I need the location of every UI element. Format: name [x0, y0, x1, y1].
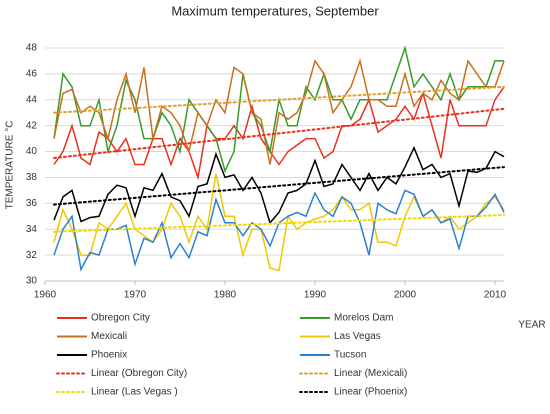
y-tick-label: 34 — [26, 224, 38, 235]
y-tick-label: 46 — [26, 69, 38, 80]
legend-label: Phoenix — [91, 350, 127, 361]
y-tick-label: 42 — [26, 120, 38, 131]
x-tick-label: 1970 — [124, 290, 147, 301]
y-tick-label: 30 — [26, 276, 38, 287]
x-tick-label: 1980 — [214, 290, 237, 301]
chart-title: Maximum temperatures, September — [171, 3, 379, 18]
legend-label: Morelos Dam — [334, 313, 393, 324]
x-tick-label: 1960 — [34, 290, 57, 301]
y-tick-label: 38 — [26, 172, 38, 183]
legend-label: Linear (Phoenix) — [334, 387, 407, 398]
legend-label: Linear (Obregon City) — [91, 368, 187, 379]
legend-label: Las Vegas — [334, 331, 381, 342]
legend-label: Obregon City — [91, 313, 150, 324]
y-axis-label: TEMPERATURE °C — [5, 121, 16, 210]
x-axis-label: YEAR — [518, 320, 545, 331]
x-tick-label: 1990 — [304, 290, 327, 301]
legend-label: Mexicali — [91, 331, 127, 342]
trend-line — [53, 85, 505, 114]
series-line — [53, 86, 505, 181]
legend-label: Linear (Mexicali) — [334, 368, 407, 379]
y-tick-label: 32 — [26, 250, 38, 261]
series-line — [53, 145, 505, 225]
x-tick-label: 2000 — [394, 290, 417, 301]
y-tick-label: 44 — [26, 94, 38, 105]
legend-label: Tucson — [334, 350, 366, 361]
y-tick-label: 40 — [26, 146, 38, 157]
y-tick-label: 36 — [26, 198, 38, 209]
legend-label: Linear (Las Vegas ) — [91, 387, 178, 398]
trend-line — [53, 214, 505, 233]
trend-line — [53, 166, 505, 206]
series-line — [53, 58, 505, 165]
x-tick-label: 2010 — [484, 290, 507, 301]
y-tick-label: 48 — [26, 43, 38, 54]
trend-line — [53, 107, 505, 159]
